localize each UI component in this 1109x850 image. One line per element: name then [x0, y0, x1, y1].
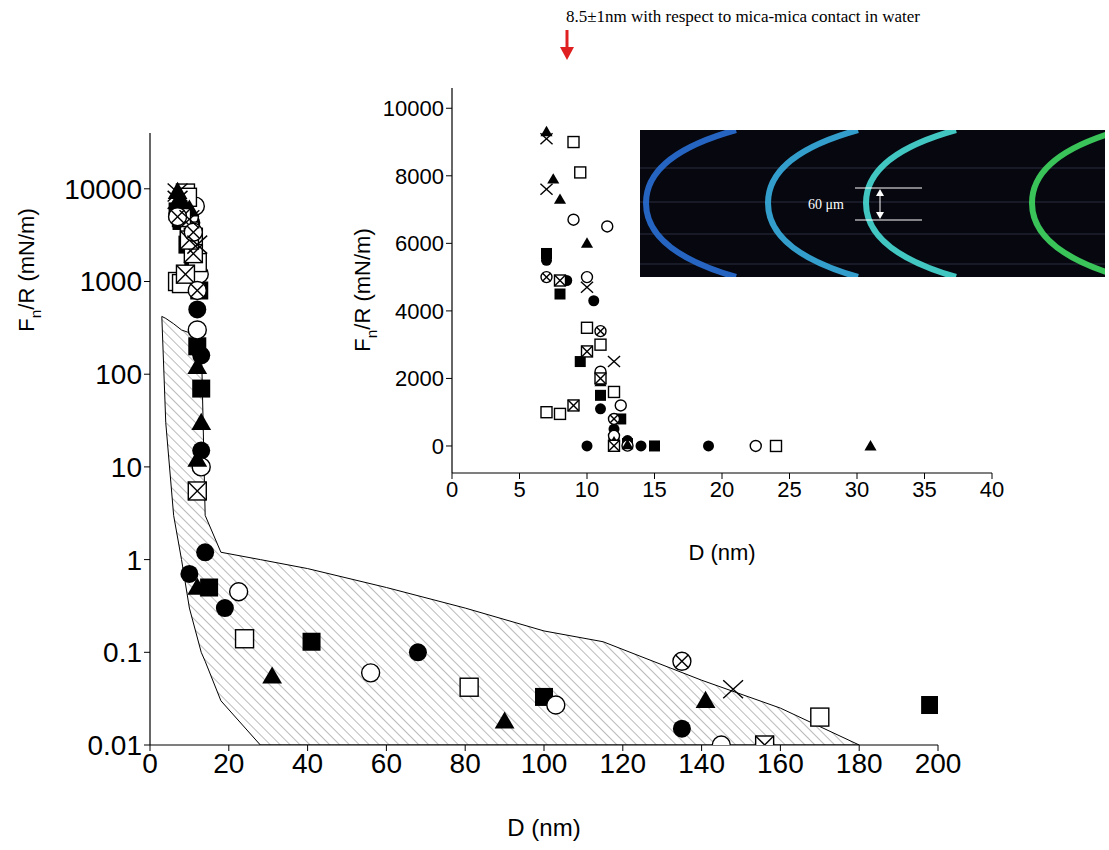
svg-text:0.1: 0.1 — [103, 637, 142, 668]
svg-text:0: 0 — [142, 748, 158, 779]
svg-text:200: 200 — [915, 748, 962, 779]
svg-text:8000: 8000 — [395, 164, 444, 189]
svg-text:0: 0 — [432, 434, 444, 459]
svg-text:1: 1 — [126, 545, 142, 576]
svg-text:5: 5 — [513, 477, 525, 502]
svg-text:0: 0 — [446, 477, 458, 502]
svg-text:15: 15 — [642, 477, 666, 502]
svg-text:Fn/R (mN/m): Fn/R (mN/m) — [14, 208, 44, 331]
svg-text:60: 60 — [371, 748, 402, 779]
svg-text:60 μm: 60 μm — [808, 197, 844, 212]
svg-text:40: 40 — [980, 477, 1004, 502]
svg-text:20: 20 — [710, 477, 734, 502]
svg-text:100: 100 — [521, 748, 568, 779]
svg-text:120: 120 — [599, 748, 646, 779]
svg-text:25: 25 — [777, 477, 801, 502]
svg-text:D (nm): D (nm) — [688, 540, 755, 565]
svg-text:180: 180 — [836, 748, 883, 779]
svg-text:8.5±1nm with respect to mica-m: 8.5±1nm with respect to mica-mica contac… — [566, 7, 920, 26]
svg-text:160: 160 — [757, 748, 804, 779]
svg-text:100: 100 — [95, 359, 142, 390]
svg-text:10: 10 — [111, 452, 142, 483]
svg-text:6000: 6000 — [395, 231, 444, 256]
svg-text:20: 20 — [213, 748, 244, 779]
svg-text:30: 30 — [845, 477, 869, 502]
svg-text:4000: 4000 — [395, 299, 444, 324]
svg-text:10000: 10000 — [383, 96, 444, 121]
svg-text:1000: 1000 — [80, 266, 142, 297]
svg-text:D (nm): D (nm) — [507, 814, 580, 841]
svg-text:35: 35 — [912, 477, 936, 502]
svg-text:140: 140 — [678, 748, 725, 779]
svg-text:2000: 2000 — [395, 366, 444, 391]
svg-text:40: 40 — [292, 748, 323, 779]
svg-text:80: 80 — [450, 748, 481, 779]
svg-text:10000: 10000 — [64, 174, 142, 205]
svg-text:10: 10 — [575, 477, 599, 502]
svg-text:Fn/R (mN/m): Fn/R (mN/m) — [350, 228, 380, 351]
svg-text:0.01: 0.01 — [88, 730, 143, 761]
